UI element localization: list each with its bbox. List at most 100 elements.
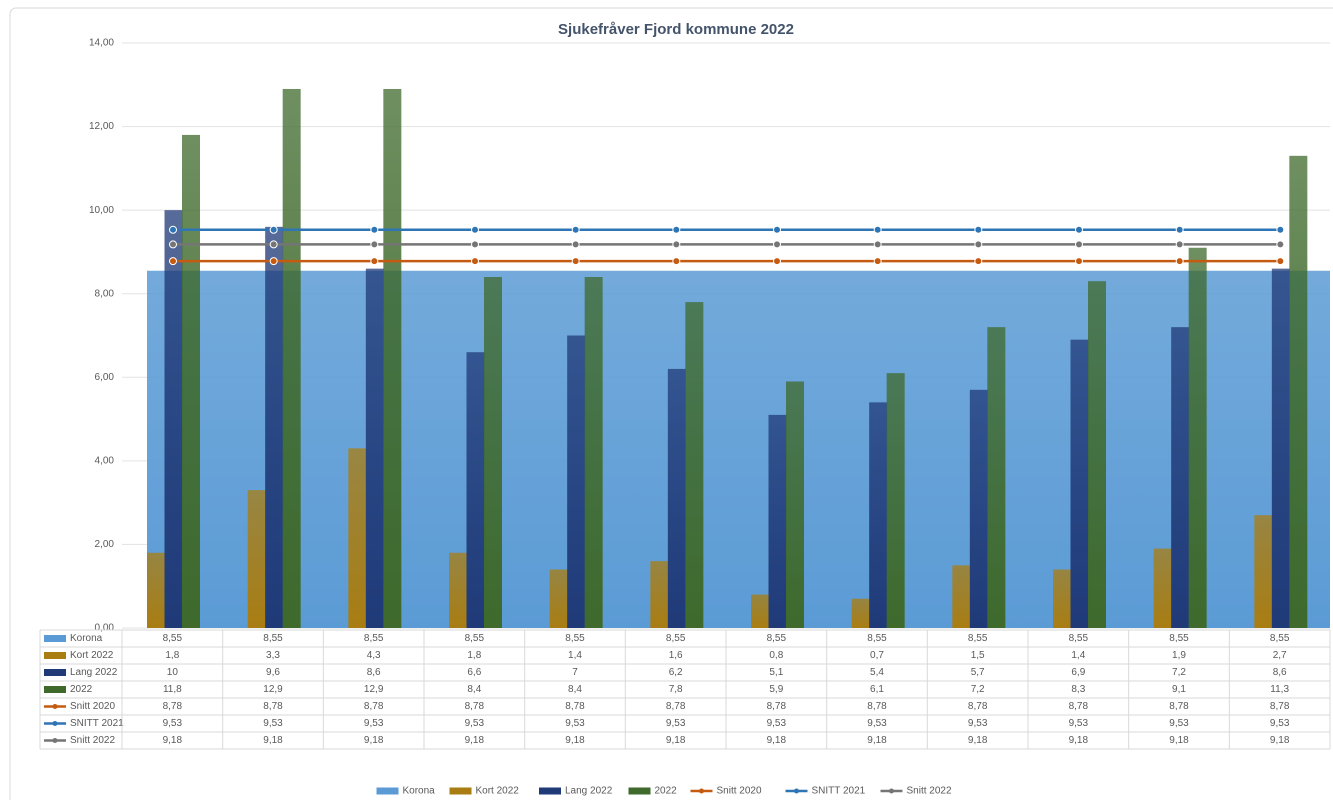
table-cell: 8,4 bbox=[467, 684, 481, 695]
line-marker bbox=[370, 225, 379, 234]
y-tick-label: 12,00 bbox=[89, 121, 114, 132]
table-key bbox=[44, 635, 66, 642]
line-marker bbox=[1075, 240, 1083, 249]
table-cell: 9,1 bbox=[1172, 684, 1186, 695]
table-cell: 9,53 bbox=[263, 718, 283, 729]
table-cell: 7,2 bbox=[1172, 667, 1186, 678]
bar bbox=[886, 373, 905, 628]
table-cell: 9,53 bbox=[1069, 718, 1089, 729]
table-cell: 0,8 bbox=[769, 650, 783, 661]
line-marker bbox=[471, 225, 479, 234]
table-cell: 8,78 bbox=[565, 701, 585, 712]
legend-key bbox=[539, 787, 561, 795]
y-tick-label: 14,00 bbox=[89, 38, 114, 49]
table-cell: 9,53 bbox=[767, 718, 787, 729]
line-marker bbox=[873, 225, 882, 234]
table-cell: 5,9 bbox=[769, 684, 783, 695]
table-cell: 6,6 bbox=[467, 667, 481, 678]
legend-label: 2022 bbox=[655, 786, 678, 797]
table-cell: 9,53 bbox=[968, 718, 988, 729]
bar bbox=[365, 268, 384, 628]
table-key bbox=[44, 686, 66, 693]
table-cell: 7,8 bbox=[669, 684, 683, 695]
bar bbox=[466, 352, 485, 628]
table-cell: 8,55 bbox=[565, 633, 585, 644]
table-cell: 9,18 bbox=[1270, 735, 1290, 746]
table-row-label: SNITT 2021 bbox=[70, 718, 124, 729]
bar bbox=[1254, 515, 1273, 628]
table-cell: 9,18 bbox=[163, 735, 183, 746]
table-cell: 8,78 bbox=[767, 701, 787, 712]
line-marker bbox=[1075, 257, 1083, 266]
table-cell: 9,18 bbox=[1169, 735, 1189, 746]
table-cell: 9,18 bbox=[364, 735, 384, 746]
bar bbox=[1153, 548, 1172, 628]
table-cell: 8,78 bbox=[666, 701, 686, 712]
bar bbox=[1070, 339, 1089, 628]
line-marker bbox=[269, 257, 278, 266]
table-cell: 1,5 bbox=[971, 650, 985, 661]
line-marker bbox=[974, 240, 983, 249]
table-row-label: Lang 2022 bbox=[70, 667, 118, 678]
table-row-label: Snitt 2020 bbox=[70, 701, 115, 712]
bar bbox=[751, 594, 769, 628]
legend-key bbox=[889, 788, 894, 794]
bar bbox=[1053, 569, 1071, 628]
bar bbox=[650, 561, 669, 628]
line-marker bbox=[974, 257, 983, 266]
table-key bbox=[52, 704, 58, 709]
table-cell: 8,78 bbox=[1270, 701, 1290, 712]
legend-key bbox=[628, 787, 651, 795]
bar bbox=[1289, 155, 1308, 629]
line-marker bbox=[672, 225, 681, 234]
line-marker bbox=[571, 225, 580, 234]
legend-key bbox=[699, 788, 704, 794]
line-marker bbox=[1175, 225, 1184, 234]
bar bbox=[164, 210, 183, 628]
bar bbox=[869, 402, 888, 628]
table-cell: 7,2 bbox=[971, 684, 985, 695]
table-cell: 9,53 bbox=[565, 718, 585, 729]
table-cell: 8,3 bbox=[1071, 684, 1085, 695]
table-cell: 9,53 bbox=[465, 718, 485, 729]
table-cell: 7 bbox=[572, 667, 578, 678]
table-cell: 10 bbox=[167, 667, 179, 678]
y-tick-label: 0,00 bbox=[95, 623, 115, 634]
table-key bbox=[44, 652, 66, 659]
bar bbox=[348, 448, 367, 628]
table-cell: 9,53 bbox=[364, 718, 384, 729]
table-cell: 9,18 bbox=[465, 735, 485, 746]
table-cell: 9,53 bbox=[1270, 718, 1290, 729]
line-marker bbox=[169, 225, 177, 234]
table-cell: 9,18 bbox=[867, 735, 887, 746]
table-cell: 8,55 bbox=[767, 633, 787, 644]
table-cell: 1,9 bbox=[1172, 650, 1186, 661]
legend-label: Snitt 2022 bbox=[907, 786, 952, 797]
line-marker bbox=[370, 257, 379, 266]
table-cell: 9,18 bbox=[1069, 735, 1089, 746]
bar bbox=[987, 327, 1006, 628]
bar bbox=[685, 302, 704, 628]
line-marker bbox=[773, 225, 781, 234]
y-tick-label: 6,00 bbox=[95, 372, 115, 383]
bar bbox=[247, 490, 266, 628]
bar bbox=[1188, 247, 1207, 628]
legend-key bbox=[376, 787, 399, 795]
bar bbox=[667, 368, 686, 628]
bar bbox=[549, 569, 568, 628]
line-marker bbox=[1276, 225, 1285, 234]
line-marker bbox=[873, 240, 882, 249]
table-cell: 9,53 bbox=[163, 718, 183, 729]
line-marker bbox=[873, 257, 882, 266]
bar bbox=[1271, 268, 1290, 628]
table-cell: 8,55 bbox=[666, 633, 686, 644]
y-tick-label: 4,00 bbox=[95, 455, 115, 466]
table-key bbox=[44, 669, 66, 676]
table-cell: 9,53 bbox=[666, 718, 686, 729]
table-cell: 8,78 bbox=[465, 701, 485, 712]
area bbox=[147, 270, 1330, 628]
bar bbox=[484, 277, 502, 628]
table-cell: 8,55 bbox=[867, 633, 887, 644]
line-marker bbox=[269, 225, 278, 234]
table-cell: 5,7 bbox=[971, 667, 985, 678]
